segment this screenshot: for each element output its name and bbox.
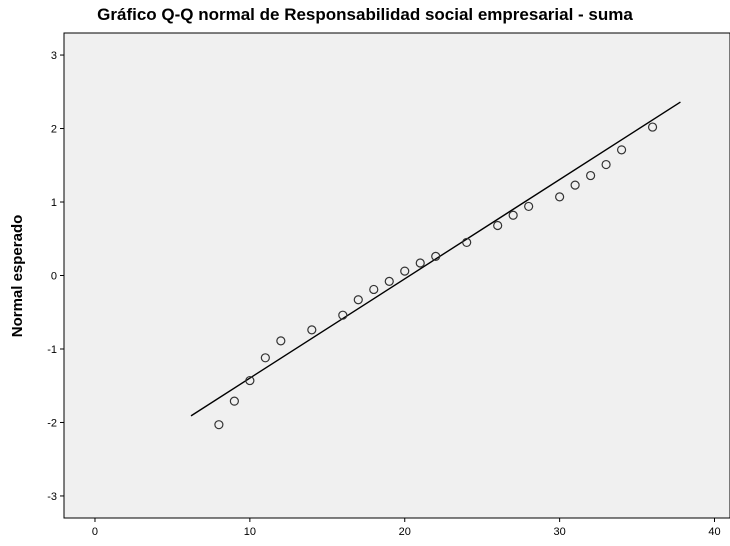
data-point	[214, 420, 224, 430]
data-point	[245, 375, 255, 386]
data-point	[493, 220, 503, 231]
x-tick-label: 20	[399, 526, 411, 538]
data-point	[616, 145, 627, 155]
data-point	[307, 325, 317, 335]
plot-area	[63, 32, 730, 519]
data-point	[586, 170, 596, 181]
y-axis-ticks: -3 -2 -1 0 1 2 3	[47, 50, 64, 503]
data-point	[508, 210, 518, 220]
reference-line	[190, 101, 681, 417]
data-point	[462, 237, 472, 248]
x-axis-ticks: 0 10 20 30 40	[92, 518, 721, 538]
data-point	[276, 336, 286, 346]
data-points	[214, 122, 658, 430]
data-point	[601, 159, 611, 170]
x-tick-label: 0	[92, 526, 98, 538]
y-tick-label: 2	[51, 124, 57, 136]
y-tick-label: 0	[51, 271, 57, 283]
data-point	[524, 201, 534, 212]
y-tick-label: 3	[51, 50, 57, 62]
data-point	[431, 251, 441, 261]
data-point	[229, 396, 239, 406]
data-point	[384, 276, 394, 286]
y-tick-label: -1	[47, 344, 57, 356]
data-point	[647, 122, 658, 132]
data-point	[353, 295, 363, 305]
y-tick-label: -2	[47, 417, 57, 429]
data-point	[400, 266, 410, 276]
data-point	[369, 284, 379, 295]
data-point	[570, 180, 580, 190]
x-tick-label: 10	[244, 526, 256, 538]
data-point	[260, 353, 270, 363]
x-tick-label: 40	[708, 526, 720, 538]
y-tick-label: 1	[51, 197, 57, 209]
y-tick-label: -3	[47, 491, 57, 503]
data-point	[415, 258, 425, 268]
x-tick-label: 30	[554, 526, 566, 538]
data-point	[338, 310, 348, 320]
chart-title: Gráfico Q-Q normal de Responsabilidad so…	[97, 5, 633, 24]
data-point	[555, 192, 565, 202]
y-axis-label: Normal esperado	[9, 215, 26, 338]
